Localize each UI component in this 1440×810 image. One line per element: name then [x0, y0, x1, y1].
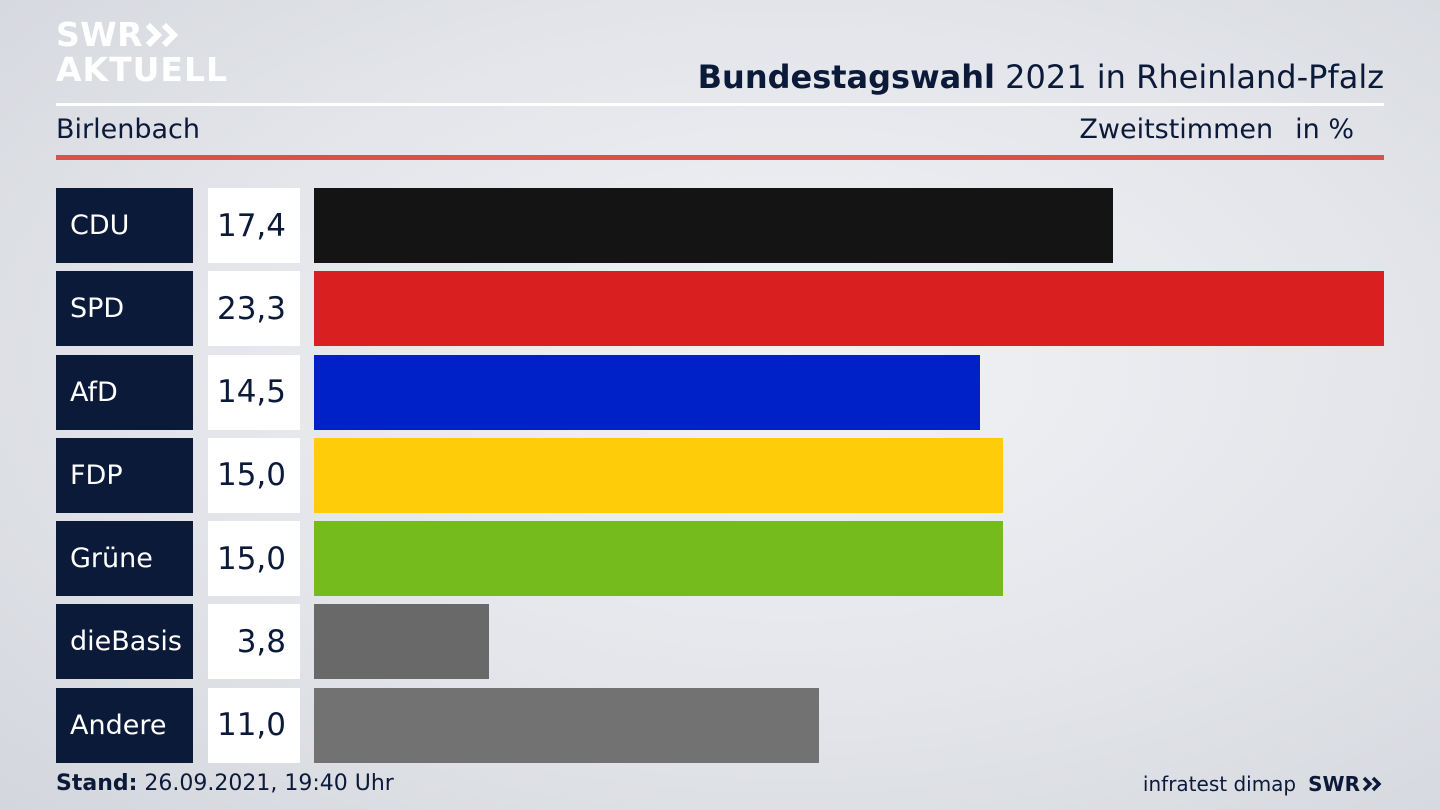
party-label: FDP — [56, 437, 193, 513]
header-divider — [56, 103, 1384, 106]
party-label: Grüne — [56, 521, 193, 597]
metric-label: Zweitstimmen in % — [1079, 114, 1354, 145]
title-rest: 2021 in Rheinland-Pfalz — [995, 58, 1384, 96]
swr-brand-text: SWR — [1308, 772, 1360, 796]
bar — [314, 188, 1114, 263]
swr-brand: SWR — [1308, 772, 1384, 796]
party-label: SPD — [56, 271, 193, 347]
location-label: Birlenbach — [56, 114, 200, 145]
value-label: 11,0 — [208, 687, 300, 763]
bar-row: SPD 23,3 — [56, 271, 1384, 347]
metric-name: Zweitstimmen — [1079, 114, 1274, 145]
bar-chart: CDU 17,4 SPD 23,3 AfD 14,5 FDP 15,0 Grüne 15,0 die… — [56, 188, 1384, 771]
party-label: Andere — [56, 687, 193, 763]
timestamp: Stand: 26.09.2021, 19:40 Uhr — [56, 771, 394, 796]
accent-divider — [56, 155, 1384, 160]
bar — [314, 687, 820, 763]
bar-row: dieBasis 3,8 — [56, 604, 1384, 680]
logo-line2: AKTUELL — [56, 50, 229, 89]
bar — [314, 437, 1003, 513]
value-label: 17,4 — [208, 188, 300, 263]
bar — [314, 604, 489, 680]
value-label: 3,8 — [208, 604, 300, 680]
title-bold: Bundestagswahl — [697, 58, 995, 96]
bar-row: CDU 17,4 — [56, 188, 1384, 263]
source-label: infratest dimap — [1142, 772, 1297, 796]
logo-chevrons-icon — [146, 22, 179, 47]
value-label: 14,5 — [208, 354, 300, 430]
page-title: Bundestagswahl 2021 in Rheinland-Pfalz — [698, 58, 1384, 96]
party-label: AfD — [56, 354, 193, 430]
metric-unit: in % — [1295, 114, 1354, 145]
swr-aktuell-logo: SWR AKTUELL — [56, 18, 228, 86]
bar-row: Grüne 15,0 — [56, 521, 1384, 597]
value-label: 23,3 — [208, 271, 300, 347]
bar-row: AfD 14,5 — [56, 354, 1384, 430]
bar — [314, 271, 1384, 347]
value-label: 15,0 — [208, 437, 300, 513]
source-credit: infratest dimap SWR — [1143, 772, 1384, 796]
stand-value: 26.09.2021, 19:40 Uhr — [137, 771, 394, 796]
value-label: 15,0 — [208, 521, 300, 597]
party-label: CDU — [56, 188, 193, 263]
logo-line1: SWR — [56, 15, 144, 54]
party-label: dieBasis — [56, 604, 193, 680]
swr-chevrons-icon — [1362, 776, 1382, 792]
bar-row: Andere 11,0 — [56, 687, 1384, 763]
bar — [314, 521, 1003, 597]
bar-row: FDP 15,0 — [56, 437, 1384, 513]
stand-label: Stand: — [56, 771, 138, 796]
bar — [314, 354, 980, 430]
